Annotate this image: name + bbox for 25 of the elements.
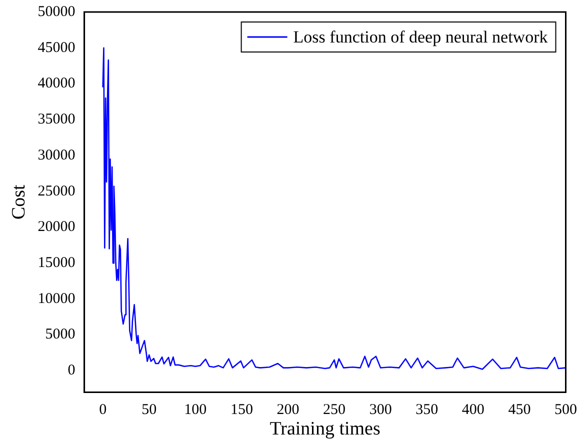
x-tick-label: 400 [462,402,484,418]
y-tick-label: 50000 [38,4,76,20]
y-tick-label: 45000 [38,40,76,56]
x-tick-label: 250 [323,402,346,418]
y-tick-label: 5000 [45,326,76,343]
x-tick-label: 350 [416,402,438,418]
y-tick-label: 35000 [38,112,76,128]
x-tick-label: 450 [508,402,531,418]
x-tick-label: 0 [99,402,107,418]
y-tick-label: 20000 [38,219,76,236]
y-tick-label: 0 [68,362,76,379]
y-tick-label: 15000 [38,255,76,272]
x-tick-label: 500 [554,402,577,418]
y-tick-label: 10000 [38,290,76,307]
y-tick-label: 25000 [38,183,76,200]
x-tick-label: 150 [230,402,253,418]
x-tick-label: 100 [184,402,207,418]
y-tick-label: 30000 [38,147,76,164]
x-axis-title: Training times [270,418,380,440]
x-tick-label: 200 [276,402,300,418]
x-tick-label: 300 [369,402,392,418]
x-tick-label: 50 [142,402,157,418]
y-tick-label: 40000 [38,76,76,92]
y-axis-title: Cost [8,184,30,220]
legend-label: Loss function of deep neural network [293,27,548,46]
